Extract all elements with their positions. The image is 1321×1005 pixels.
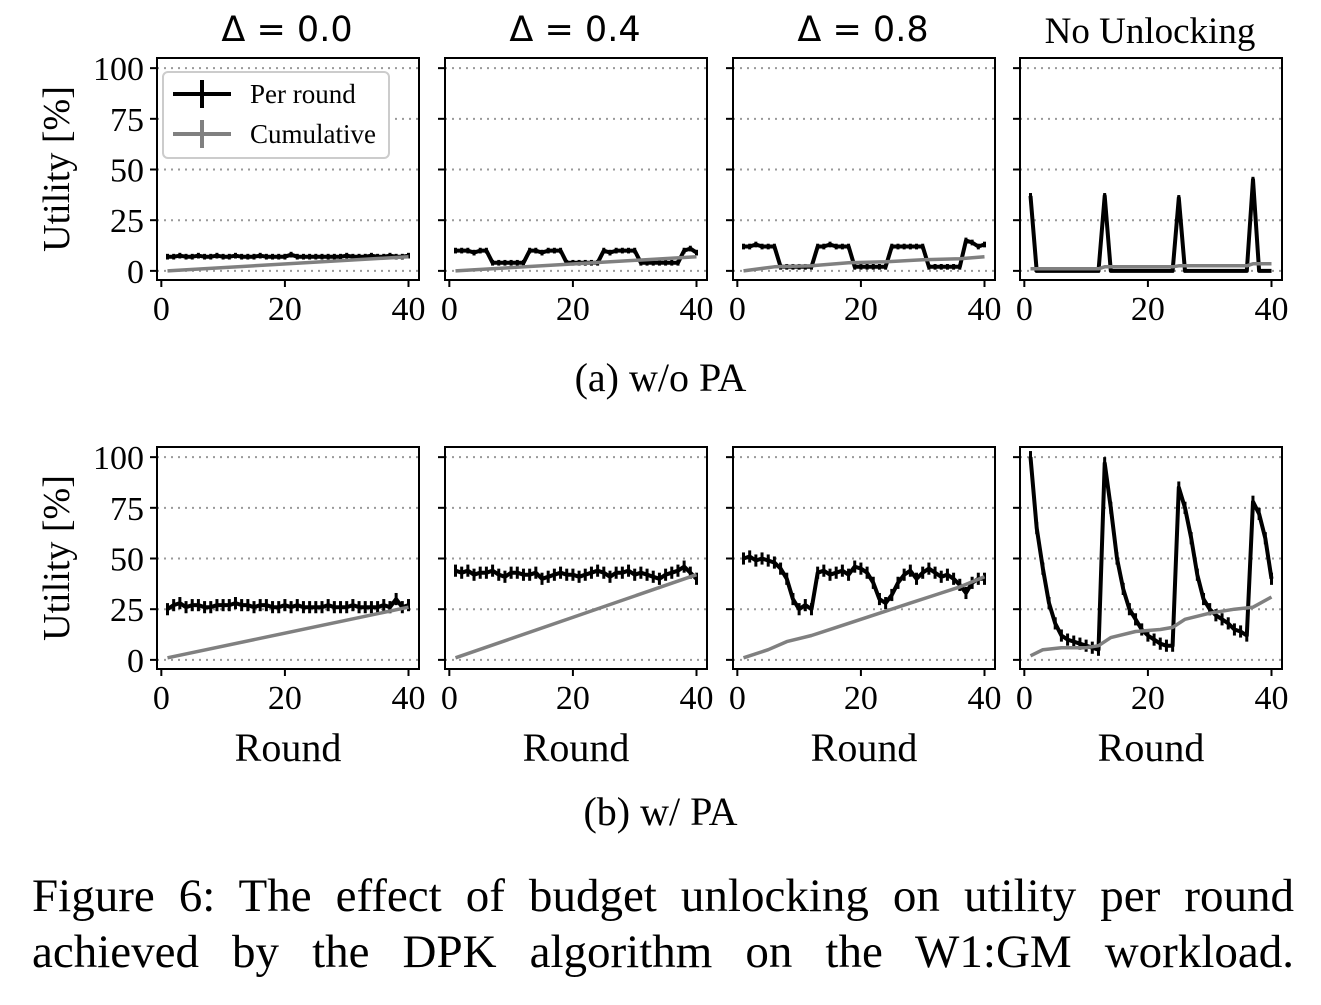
p7-x-tick-label: 20 xyxy=(844,680,878,717)
p2-cumulative-line xyxy=(455,254,697,273)
p5-axes-frame xyxy=(156,446,420,670)
p5-cumulative-line xyxy=(167,605,409,660)
p2-x-tick-label: 0 xyxy=(441,291,458,328)
p7-x-tick-label: 40 xyxy=(967,680,1001,717)
p7-cumulative-line xyxy=(742,575,986,660)
p4-x-tick-label: 20 xyxy=(1131,291,1165,328)
panel-title-3: Δ = 0.8 xyxy=(797,10,929,50)
p1-per-round-line xyxy=(167,252,409,259)
p8-x-tick-label: 0 xyxy=(1016,680,1033,717)
p1-x-tick-label: 0 xyxy=(153,291,170,328)
p7-axes-frame xyxy=(732,446,996,670)
p7-x-tick-label: 0 xyxy=(729,680,746,717)
p7-x-axis-label: Round xyxy=(811,725,918,770)
p5-x-tick-label: 20 xyxy=(268,680,302,717)
p6-x-tick-label: 0 xyxy=(441,680,458,717)
p5-per-round-line xyxy=(166,597,410,611)
caption-line-1: Figure 6: The effect of budget unlocking… xyxy=(32,870,1294,922)
p6-x-axis-label: Round xyxy=(523,725,630,770)
p5-y-tick-label: 0 xyxy=(127,643,144,680)
subcaption-b: (b) w/ PA xyxy=(583,789,738,834)
p1-y-tick-label: 25 xyxy=(110,203,144,240)
p4-x-tick-label: 0 xyxy=(1016,291,1033,328)
p6-x-tick-label: 20 xyxy=(556,680,590,717)
p6-per-round-line xyxy=(454,564,698,581)
p1-y-tick-label: 0 xyxy=(127,254,144,291)
p2-x-tick-label: 40 xyxy=(679,291,713,328)
p1-y-tick-label: 100 xyxy=(93,51,144,88)
caption-line-2: achieved by the DPK algorithm on the W1:… xyxy=(32,926,1294,978)
panel-title-4: No Unlocking xyxy=(1044,11,1256,52)
p5-y-tick-label: 100 xyxy=(93,440,144,477)
p2-x-tick-label: 20 xyxy=(556,291,590,328)
p7-per-round-line xyxy=(742,554,985,612)
p3-x-tick-label: 20 xyxy=(844,291,878,328)
p8-x-tick-label: 20 xyxy=(1131,680,1165,717)
p6-x-tick-label: 40 xyxy=(679,680,713,717)
p5-x-tick-label: 0 xyxy=(153,680,170,717)
p8-x-tick-label: 40 xyxy=(1254,680,1288,717)
p6-cumulative-line xyxy=(454,573,698,660)
p6-axes-frame xyxy=(444,446,708,670)
p4-x-tick-label: 40 xyxy=(1254,291,1288,328)
figure-caption: Figure 6: The effect of budget unlocking… xyxy=(32,868,1294,980)
p1-x-tick-label: 40 xyxy=(391,291,425,328)
p1-x-tick-label: 20 xyxy=(268,291,302,328)
panel-title-2: Δ = 0.4 xyxy=(509,10,641,50)
p1-y-tick-label: 75 xyxy=(110,102,144,139)
p5-x-tick-label: 40 xyxy=(391,680,425,717)
p1-cumulative-line xyxy=(167,254,409,273)
p5-y-tick-label: 50 xyxy=(110,542,144,579)
p1-y-tick-label: 50 xyxy=(110,153,144,190)
p3-x-tick-label: 40 xyxy=(967,291,1001,328)
p8-x-axis-label: Round xyxy=(1098,725,1205,770)
p5-y-tick-label: 25 xyxy=(110,592,144,629)
p8-per-round-line xyxy=(1028,456,1274,652)
panel-title-1: Δ = 0.0 xyxy=(221,10,353,50)
p4-axes-frame xyxy=(1019,57,1283,281)
p8-cumulative-line xyxy=(1029,595,1273,658)
p2-axes-frame xyxy=(444,57,708,281)
p3-x-tick-label: 0 xyxy=(729,291,746,328)
p5-y-axis-label: Utility [%] xyxy=(36,475,78,641)
subcaption-a: (a) w/o PA xyxy=(574,355,747,400)
p5-y-tick-label: 75 xyxy=(110,491,144,528)
p4-cumulative-line xyxy=(1030,262,1272,271)
p3-cumulative-line xyxy=(743,254,985,273)
p4-per-round-line xyxy=(1028,177,1272,273)
p1-legend-label: Per round xyxy=(250,79,356,109)
p1-legend-label: Cumulative xyxy=(250,119,376,149)
p1-y-axis-label: Utility [%] xyxy=(36,86,78,252)
p5-x-axis-label: Round xyxy=(235,725,342,770)
